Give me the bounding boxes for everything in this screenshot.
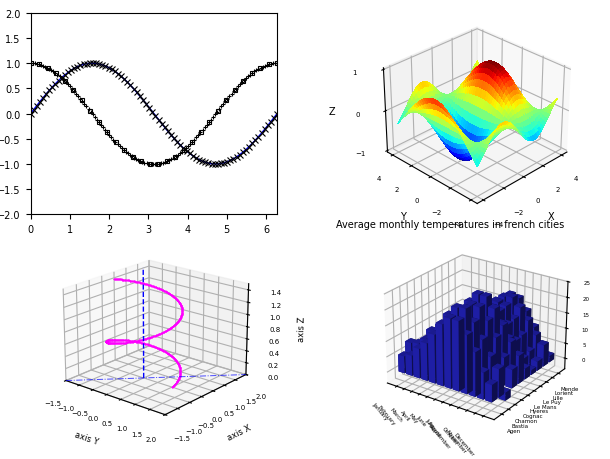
Y-axis label: Y: Y	[400, 212, 406, 222]
X-axis label: X: X	[548, 212, 554, 222]
X-axis label: axis Y: axis Y	[73, 430, 99, 446]
Y-axis label: axis X: axis X	[226, 423, 253, 442]
Text: Average monthly temperatures in french cities: Average monthly temperatures in french c…	[336, 219, 564, 230]
